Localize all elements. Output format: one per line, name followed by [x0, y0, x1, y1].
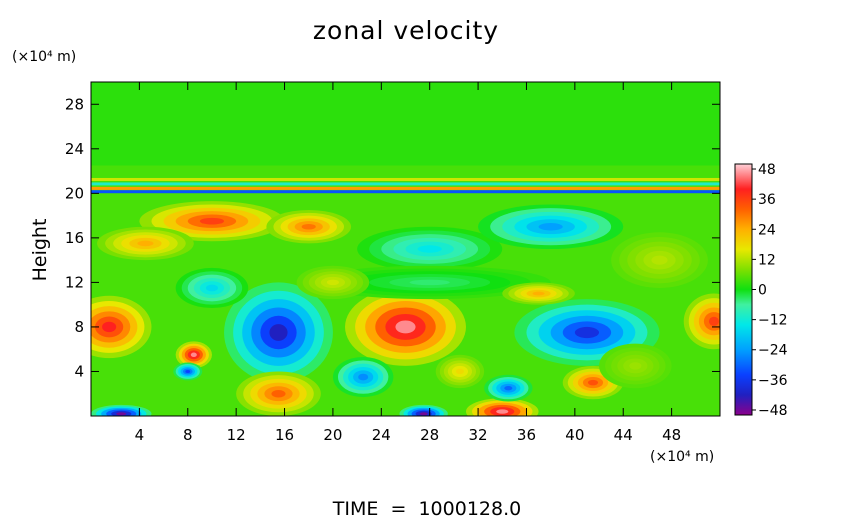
heatmap-cell-3	[224, 282, 333, 383]
y-tick-label: 16	[65, 229, 84, 247]
heatmap-cell-22	[175, 267, 249, 309]
x-axis: 4 8 12 16 20 24 28 32 36 40 44 48	[135, 82, 681, 444]
heatmap-cell-16	[478, 204, 624, 249]
x-tick-label: 28	[420, 426, 439, 444]
heatmap-cell-25	[435, 354, 485, 389]
y-tick-label: 12	[65, 273, 84, 291]
heatmap-band-2	[91, 182, 720, 186]
x-tick-label: 16	[275, 426, 294, 444]
heatmap-band-4	[91, 169, 720, 173]
heatmap-cell-0	[91, 295, 152, 359]
heatmap-cell-15	[357, 226, 503, 272]
heatmap-cell-6	[332, 356, 394, 398]
heatmap-cell-8	[484, 374, 533, 402]
colorbar-tick-label: 48	[758, 162, 776, 178]
heatmap-band-1	[91, 186, 720, 190]
y-tick-label: 24	[65, 140, 84, 158]
time-footer: TIME = 1000128.0	[332, 498, 521, 519]
colorbar-tick-label: 0	[758, 283, 767, 299]
heatmap-cell-7	[465, 398, 539, 416]
colorbar-tick-label: 12	[758, 252, 776, 268]
heatmap-cell-12	[139, 201, 285, 242]
x-tick-label: 32	[469, 426, 488, 444]
heatmap-cell-21	[399, 404, 448, 416]
y-axis-label: Height	[29, 219, 51, 282]
colorbar-tick-label: −12	[758, 313, 788, 329]
x-tick-label: 12	[227, 426, 246, 444]
colorbar-tick-label: −36	[758, 373, 788, 389]
heatmap-cell-19	[611, 232, 708, 288]
heatmap-cell-14	[266, 210, 352, 244]
heatmap-field	[91, 82, 720, 416]
colorbar-tick-label: 24	[758, 222, 776, 238]
chart-title: zonal velocity	[313, 16, 499, 45]
x-tick-label: 8	[183, 426, 193, 444]
heatmap-cell-2	[173, 362, 203, 381]
colorbar	[734, 163, 753, 416]
y-tick-label: 28	[65, 95, 84, 113]
heatmap-cell-5	[345, 287, 466, 366]
heatmap-band-3	[91, 177, 720, 181]
colorbar-tick-label: 36	[758, 192, 776, 208]
heatmap-cell-4	[236, 371, 321, 416]
y-unit-label: (×10⁴ m)	[12, 49, 76, 65]
heatmap-upper-zone	[91, 82, 720, 166]
colorbar-tick-label: −48	[758, 403, 788, 419]
heatmap-cell-13	[97, 226, 194, 261]
heatmap-band-0	[91, 190, 720, 194]
heatmap-cell-20	[91, 404, 152, 416]
y-tick-label: 4	[74, 362, 84, 380]
heatmap-cell-17	[308, 265, 551, 300]
colorbar-ticks: 48 36 24 12 0 −12 −24 −36 −48	[752, 162, 788, 419]
y-axis: 4 8 12 16 20 24 28	[65, 95, 720, 380]
x-tick-label: 44	[614, 426, 633, 444]
x-unit-label: (×10⁴ m)	[650, 449, 714, 465]
colorbar-tick-label: −24	[758, 343, 788, 359]
heatmap-cell-11	[683, 293, 720, 350]
x-tick-label: 48	[662, 426, 681, 444]
x-tick-label: 36	[517, 426, 536, 444]
y-tick-label: 8	[74, 318, 84, 336]
heatmap-cell-1	[175, 341, 212, 369]
plot-frame	[90, 81, 721, 417]
heatmap-cell-24	[599, 343, 672, 389]
x-tick-label: 4	[135, 426, 145, 444]
heatmap-cell-23	[296, 265, 370, 300]
y-tick-label: 20	[65, 184, 84, 202]
x-tick-label: 40	[565, 426, 584, 444]
heatmap-cell-18	[502, 282, 575, 305]
x-tick-label: 24	[372, 426, 391, 444]
x-tick-label: 20	[323, 426, 342, 444]
